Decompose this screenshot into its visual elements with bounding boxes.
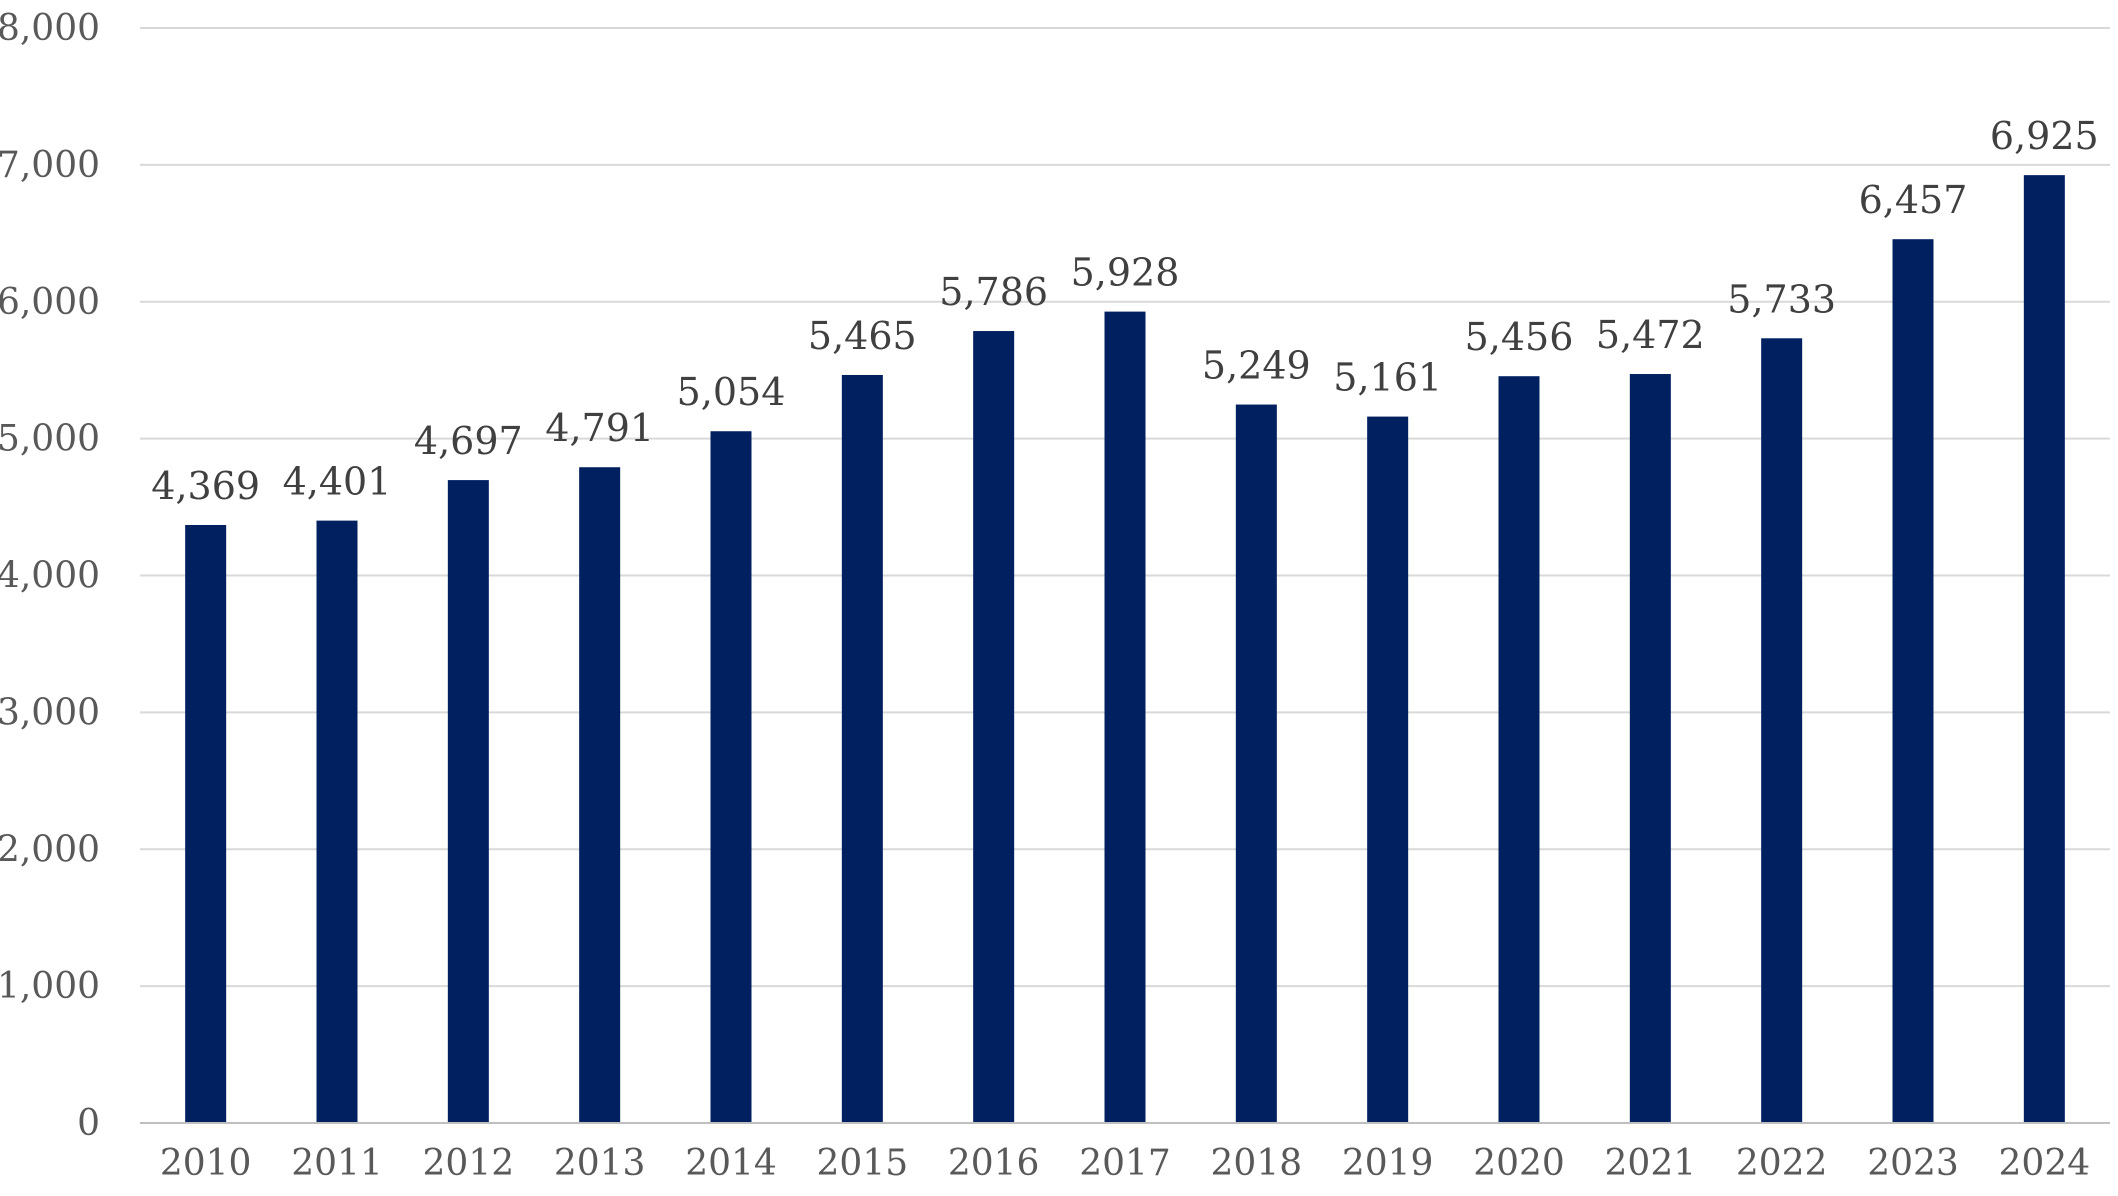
bar-2016 [973, 331, 1015, 1123]
x-tick-label-2023: 2023 [1867, 1143, 1959, 1184]
x-axis-tick-labels: 2010 2011 2012 2013 2014 2015 2016 2017 2018 2019… [160, 1143, 2090, 1184]
bar-2014 [710, 431, 752, 1123]
y-tick-label: 3,000 [0, 692, 100, 733]
x-tick-label-2017: 2017 [1079, 1143, 1171, 1184]
x-tick-label-2015: 2015 [817, 1143, 909, 1184]
bar-2023 [1892, 239, 1934, 1123]
data-labels: 4,369 4,401 4,697 4,791 5,054 5,465 5,786 5,928… [151, 114, 2098, 508]
bar-2013 [579, 467, 621, 1123]
bar-2020 [1498, 376, 1540, 1124]
data-label-2017: 5,928 [1071, 251, 1180, 295]
x-tick-label-2013: 2013 [554, 1143, 646, 1184]
bar-2011 [316, 520, 358, 1123]
data-label-2022: 5,733 [1727, 277, 1836, 321]
x-tick-label-2024: 2024 [1999, 1143, 2091, 1184]
x-tick-label-2021: 2021 [1605, 1143, 1697, 1184]
bar-2018 [1235, 404, 1277, 1124]
y-tick-label: 8,000 [0, 8, 100, 49]
data-label-2010: 4,369 [151, 464, 260, 508]
x-tick-label-2020: 2020 [1473, 1143, 1565, 1184]
bar-2021 [1629, 374, 1671, 1123]
bars [185, 175, 2065, 1124]
bar-2022 [1761, 338, 1803, 1123]
y-tick-label: 7,000 [0, 145, 100, 186]
bar-2012 [447, 480, 489, 1123]
bar-2015 [841, 374, 883, 1123]
data-label-2020: 5,456 [1465, 315, 1574, 359]
data-label-2011: 4,401 [283, 460, 392, 504]
bar-2024 [2023, 175, 2065, 1123]
bar-2010 [185, 524, 227, 1123]
x-tick-label-2016: 2016 [948, 1143, 1040, 1184]
data-label-2012: 4,697 [414, 419, 523, 463]
data-label-2021: 5,472 [1596, 313, 1705, 357]
y-axis-tick-labels: 0 1,000 2,000 3,000 4,000 5,000 6,000 7,000 8,00… [0, 8, 100, 1144]
y-tick-label: 4,000 [0, 556, 100, 597]
x-tick-label-2019: 2019 [1342, 1143, 1434, 1184]
x-tick-label-2014: 2014 [685, 1143, 777, 1184]
bar-2019 [1367, 416, 1409, 1123]
x-tick-label-2010: 2010 [160, 1143, 252, 1184]
data-label-2018: 5,249 [1202, 344, 1311, 388]
y-tick-label: 5,000 [0, 419, 100, 460]
bar-2017 [1104, 311, 1146, 1124]
data-label-2019: 5,161 [1333, 356, 1442, 400]
y-tick-label: 1,000 [0, 966, 100, 1007]
data-label-2016: 5,786 [939, 270, 1048, 314]
data-label-2015: 5,465 [808, 314, 917, 358]
x-tick-label-2011: 2011 [291, 1143, 383, 1184]
y-tick-label: 6,000 [0, 282, 100, 323]
data-label-2013: 4,791 [545, 406, 654, 450]
x-tick-label-2012: 2012 [423, 1143, 515, 1184]
x-tick-label-2022: 2022 [1736, 1143, 1828, 1184]
data-label-2014: 5,054 [677, 370, 786, 414]
y-tick-label: 0 [77, 1103, 100, 1144]
data-label-2024: 6,925 [1990, 114, 2099, 158]
data-label-2023: 6,457 [1859, 178, 1968, 222]
x-tick-label-2018: 2018 [1211, 1143, 1303, 1184]
y-tick-label: 2,000 [0, 829, 100, 870]
